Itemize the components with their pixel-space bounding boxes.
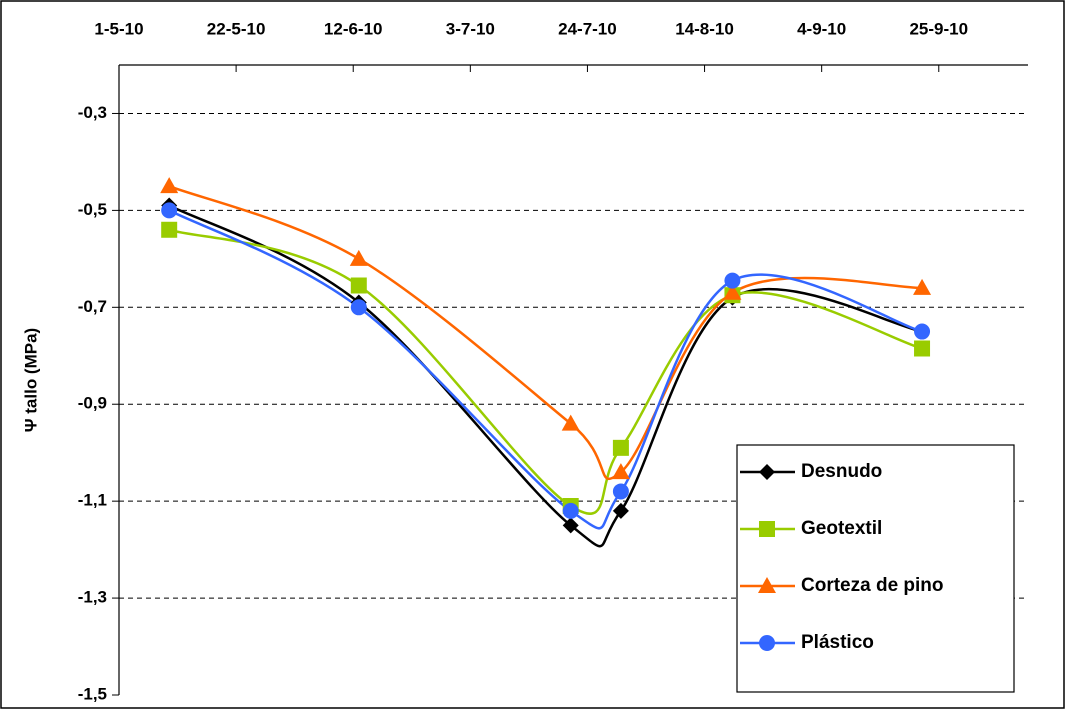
marker [161, 202, 178, 219]
legend-marker [759, 464, 775, 480]
x-tick-label: 24-7-10 [558, 19, 617, 38]
y-tick-label: -0,7 [78, 297, 107, 316]
y-axis-title: Ψ tallo (MPa) [21, 328, 40, 432]
marker [612, 502, 629, 519]
x-tick-label: 12-6-10 [324, 19, 383, 38]
marker [723, 283, 742, 300]
legend-label: Desnudo [801, 461, 882, 482]
legend-box [736, 444, 1015, 693]
y-tick-label: -0,9 [78, 394, 107, 413]
marker [350, 277, 367, 294]
legend-label: Geotextil [801, 518, 882, 539]
y-tick-label: -1,3 [78, 588, 107, 607]
marker [612, 483, 629, 500]
marker [724, 272, 741, 289]
marker [914, 340, 931, 357]
legend-marker [759, 521, 775, 537]
x-tick-label: 14-8-10 [675, 19, 734, 38]
y-tick-label: -0,5 [78, 200, 107, 219]
marker [562, 502, 579, 519]
series-line [168, 209, 923, 530]
series-line [168, 184, 923, 480]
marker [350, 299, 367, 316]
series-line [168, 204, 923, 548]
marker [612, 439, 629, 456]
x-tick-label: 25-9-10 [909, 19, 968, 38]
marker [161, 221, 178, 238]
marker [914, 323, 931, 340]
x-tick-label: 4-9-10 [797, 19, 846, 38]
series-line [168, 228, 923, 515]
legend-marker [758, 577, 776, 593]
legend-label: Corteza de pino [801, 575, 944, 596]
marker [160, 177, 179, 194]
marker [913, 278, 932, 295]
y-tick-label: -1,1 [78, 491, 107, 510]
legend-label: Plástico [801, 632, 874, 653]
x-tick-label: 22-5-10 [207, 19, 266, 38]
x-tick-label: 3-7-10 [446, 19, 495, 38]
y-tick-label: -0,3 [78, 103, 107, 122]
legend-marker [759, 635, 775, 651]
y-tick-label: -1,5 [78, 684, 107, 703]
x-tick-label: 1-5-10 [94, 19, 143, 38]
marker [611, 463, 630, 480]
marker [349, 249, 368, 266]
marker [562, 517, 579, 534]
marker [561, 414, 580, 431]
